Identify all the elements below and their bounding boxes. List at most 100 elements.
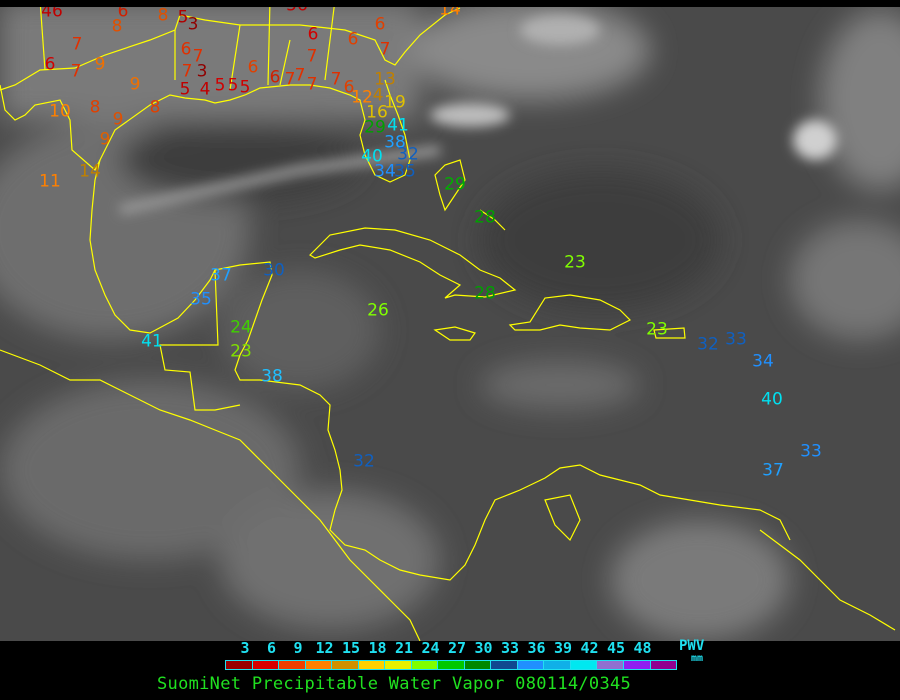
station-pwv-value: 38 xyxy=(384,132,406,153)
station-pwv-value: 30 xyxy=(263,260,285,281)
station-pwv-value: 7 xyxy=(379,39,391,60)
station-pwv-value: 8 xyxy=(89,97,101,118)
station-pwv-value: 9 xyxy=(112,109,124,130)
satellite-map: 46 6 8 8 5 3 7 6 7 9 9 6 7 7 3 10 8 9 5 4 5 5 5 8 9 14 11 6 6 7 7 7 7 6 6 7… xyxy=(0,7,900,641)
legend-tick: 39 xyxy=(553,639,573,657)
station-pwv-value: 5 xyxy=(177,7,189,28)
legend-swatch xyxy=(226,661,253,669)
station-pwv-value: 9 xyxy=(99,129,111,150)
station-pwv-value: 4 xyxy=(199,79,211,100)
station-pwv-value: 32 xyxy=(397,144,419,165)
legend-swatch xyxy=(279,661,306,669)
cloud-layer xyxy=(0,7,900,640)
station-pwv-value: 14 xyxy=(439,7,461,20)
legend-tick: 30 xyxy=(474,639,493,657)
legend-tick: 48 xyxy=(633,639,652,657)
legend-tick: 18 xyxy=(368,639,387,657)
station-pwv-value: 29 xyxy=(444,174,466,195)
station-pwv-value: 7 xyxy=(70,61,82,82)
station-pwv-value: 40 xyxy=(761,389,783,410)
station-pwv-value: 6 xyxy=(117,7,129,22)
station-pwv-value: 10 xyxy=(49,101,71,122)
legend-tick: 3 xyxy=(240,639,250,657)
pwv-colorbar xyxy=(225,660,677,670)
legend-swatch xyxy=(252,661,280,669)
station-pwv-value: 56 xyxy=(286,7,308,15)
station-pwv-value: 28 xyxy=(474,207,496,228)
station-pwv-value: 5 xyxy=(227,75,239,96)
station-pwv-value: 6 xyxy=(180,39,192,60)
map-title: SuomiNet Precipitable Water Vapor 080114… xyxy=(157,674,632,694)
station-pwv-value: 26 xyxy=(367,300,389,321)
legend-unit-mm: mm xyxy=(691,653,704,664)
legend-unit-pwv: PWV xyxy=(679,638,705,654)
station-pwv-value: 7 xyxy=(306,46,318,67)
station-pwv-value: 5 xyxy=(214,75,226,96)
legend-tick-labels: 3 6 9 12 15 18 21 24 27 30 33 36 39 42 45 48 xyxy=(225,639,675,657)
station-pwv-value: 23 xyxy=(230,341,252,362)
legend-swatch xyxy=(597,661,624,669)
station-pwv-value: 35 xyxy=(394,161,416,182)
legend-swatch xyxy=(358,661,386,669)
station-pwv-value: 13 xyxy=(374,69,396,90)
station-pwv-value: 23 xyxy=(564,252,586,273)
station-pwv-value: 38 xyxy=(261,366,283,387)
legend-swatch xyxy=(332,661,359,669)
station-pwv-value: 32 xyxy=(697,334,719,355)
legend-tick: 12 xyxy=(315,639,334,657)
station-pwv-value: 23 xyxy=(646,319,668,340)
station-pwv-value: 7 xyxy=(192,46,204,67)
legend-swatch xyxy=(438,661,465,669)
station-pwv-value: 41 xyxy=(141,331,163,352)
station-pwv-value: 28 xyxy=(474,283,496,304)
station-pwv-value: 34 xyxy=(374,161,396,182)
station-pwv-value: 34 xyxy=(752,351,774,372)
station-pwv-value: 37 xyxy=(762,460,784,481)
legend-tick: 27 xyxy=(447,639,467,657)
station-pwv-value: 6 xyxy=(347,29,359,50)
station-pwv-value: 8 xyxy=(149,97,161,118)
legend-swatch xyxy=(411,661,439,669)
legend-tick: 42 xyxy=(580,639,599,657)
legend-swatch xyxy=(517,661,545,669)
station-pwv-value: 7 xyxy=(181,61,193,82)
bright-cloud-patches xyxy=(118,15,837,215)
station-pwv-value: 33 xyxy=(725,329,747,350)
station-pwv-value: 7 xyxy=(284,69,296,90)
station-pwv-value: 35 xyxy=(190,289,212,310)
legend-swatch xyxy=(650,661,677,669)
legend-tick: 6 xyxy=(266,639,277,657)
station-pwv-value: 6 xyxy=(343,77,355,98)
station-pwv-value: 14 xyxy=(79,161,101,182)
station-pwv-value: 3 xyxy=(196,61,208,82)
legend-swatch xyxy=(385,661,412,669)
station-pwv-value: 41 xyxy=(387,115,409,136)
station-pwv-value: 7 xyxy=(330,69,342,90)
station-pwv-value: 12 xyxy=(351,87,373,108)
legend-tick: 21 xyxy=(394,639,414,657)
station-pwv-value: 6 xyxy=(247,57,259,78)
station-pwv-value: 40 xyxy=(361,146,383,167)
station-pwv-value: 6 xyxy=(307,24,319,45)
station-pwv-value: 33 xyxy=(800,441,822,462)
coastlines xyxy=(0,7,896,641)
legend-swatch xyxy=(570,661,598,669)
station-pwv-value: 7 xyxy=(71,34,83,55)
station-pwv-value: 9 xyxy=(94,54,106,75)
legend-tick: 33 xyxy=(500,639,520,657)
station-pwv-value: 6 xyxy=(44,54,56,75)
legend-swatch xyxy=(544,661,571,669)
legend-tick: 9 xyxy=(293,639,303,657)
station-pwv-value: 32 xyxy=(353,451,375,472)
station-pwv-value: 3 xyxy=(187,14,199,35)
station-pwv-value: 6 xyxy=(374,14,386,35)
station-pwv-value: 8 xyxy=(111,16,123,37)
legend-swatch xyxy=(623,661,651,669)
legend-tick: 45 xyxy=(606,639,626,657)
station-pwv-value: 6 xyxy=(269,67,281,88)
station-pwv-value: 4 xyxy=(372,85,384,106)
legend-swatch xyxy=(464,661,492,669)
station-pwv-value: 9 xyxy=(129,74,141,95)
legend-tick: 15 xyxy=(341,639,361,657)
